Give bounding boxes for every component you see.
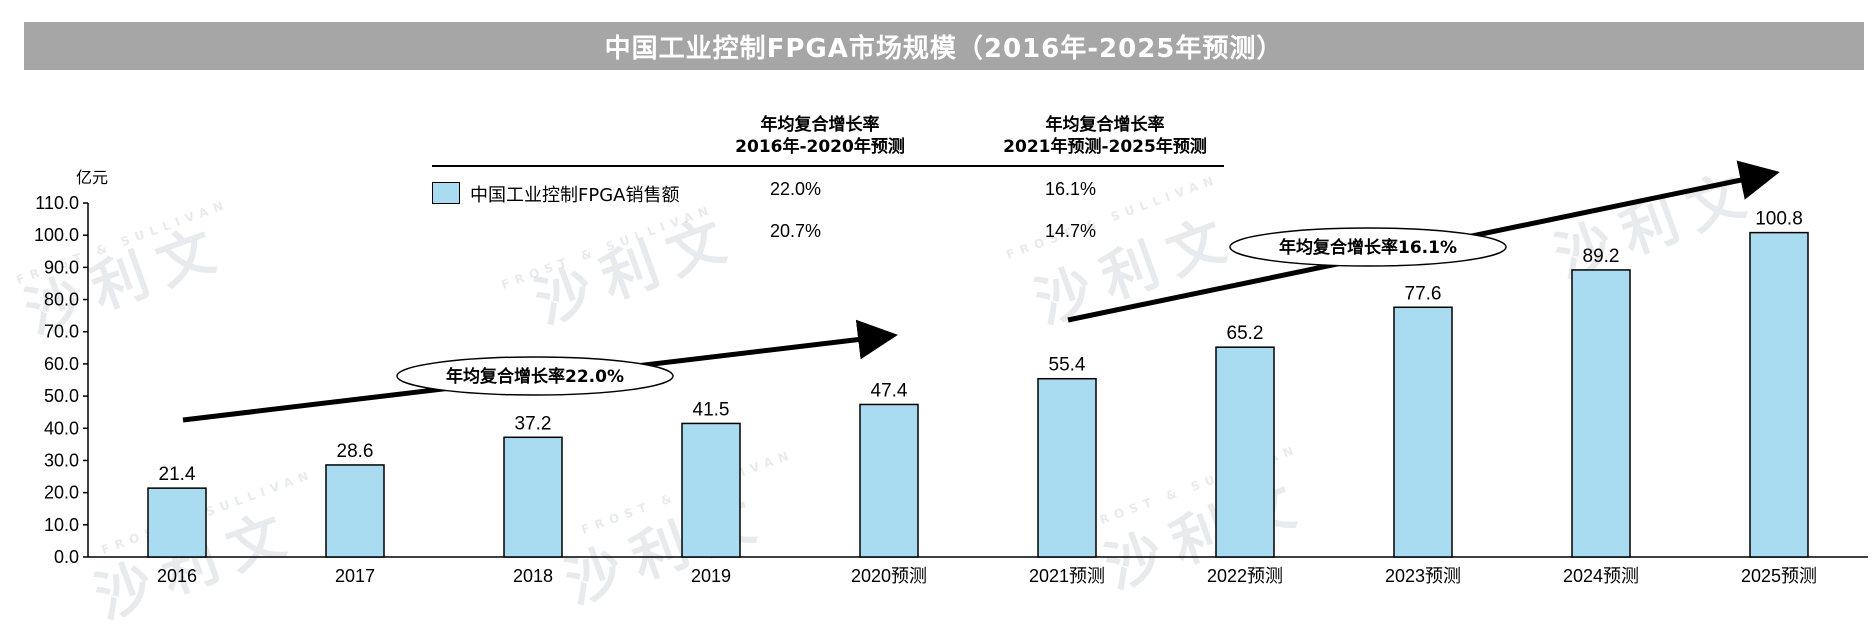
chart-tick-labels: 0.0 10.0 20.0 30.0 40.0 50.0 60.0 70.0 80.0 90.0 1… bbox=[34, 193, 1817, 586]
bar-2016 bbox=[147, 487, 207, 558]
x-tick-label: 2018 bbox=[513, 566, 553, 586]
x-tick-label: 2025预测 bbox=[1741, 566, 1817, 586]
bar-2022预测 bbox=[1215, 346, 1275, 558]
x-tick-label: 2020预测 bbox=[851, 566, 927, 586]
cagr-header-1-line-2: 2016年-2020年预测 bbox=[735, 137, 905, 157]
data-label: 41.5 bbox=[693, 399, 730, 420]
chart-title-bar: 中国工业控制FPGA市场规模（2016年-2025年预测） bbox=[24, 22, 1864, 70]
x-tick-label: 2019 bbox=[691, 566, 731, 586]
x-tick-label: 2021预测 bbox=[1029, 566, 1105, 586]
y-tick-label: 50.0 bbox=[44, 386, 79, 406]
cagr-row1-col1: 22.0% bbox=[770, 179, 822, 199]
data-label: 21.4 bbox=[159, 464, 196, 485]
chart-title: 中国工业控制FPGA市场规模（2016年-2025年预测） bbox=[604, 33, 1284, 64]
chart-bars bbox=[147, 231, 1809, 558]
cagr-table-rule bbox=[432, 165, 1224, 167]
bar-2021预测 bbox=[1037, 377, 1097, 558]
cagr-annotation-2: 年均复合增长率16.1% bbox=[1229, 227, 1507, 267]
x-tick-label: 2024预测 bbox=[1563, 566, 1639, 586]
bar-2020预测 bbox=[859, 403, 919, 558]
cagr-header-1-line-1: 年均复合增长率 bbox=[760, 115, 880, 135]
data-label: 28.6 bbox=[337, 441, 374, 462]
data-label: 77.6 bbox=[1405, 283, 1442, 304]
cagr-annotation-1: 年均复合增长率22.0% bbox=[396, 356, 674, 396]
data-label: 37.2 bbox=[515, 413, 552, 434]
bar-2025预测 bbox=[1749, 231, 1809, 558]
bar-2019 bbox=[681, 422, 741, 558]
cagr-annotation-1-text: 年均复合增长率22.0% bbox=[446, 366, 624, 387]
cagr-header-2-line-2: 2021年预测-2025年预测 bbox=[1003, 137, 1207, 157]
y-tick-label: 90.0 bbox=[44, 257, 79, 277]
y-tick-label: 100.0 bbox=[34, 225, 79, 245]
legend-swatch bbox=[432, 182, 460, 204]
y-tick-label: 40.0 bbox=[44, 418, 79, 438]
cagr-row1-col2: 16.1% bbox=[1045, 179, 1097, 199]
y-tick-label: 60.0 bbox=[44, 354, 79, 374]
bar-2023预测 bbox=[1393, 306, 1453, 558]
y-tick-label: 30.0 bbox=[44, 450, 79, 470]
cagr-header-2-line-1: 年均复合增长率 bbox=[1045, 115, 1165, 135]
cagr-row2-col2: 14.7% bbox=[1045, 221, 1097, 241]
y-tick-label: 110.0 bbox=[35, 193, 79, 213]
x-tick-label: 2023预测 bbox=[1385, 566, 1461, 586]
data-label: 65.2 bbox=[1227, 323, 1264, 344]
bar-2024预测 bbox=[1571, 269, 1631, 558]
cagr-annotation-2-text: 年均复合增长率16.1% bbox=[1279, 237, 1457, 258]
data-label: 100.8 bbox=[1755, 209, 1803, 230]
data-label: 47.4 bbox=[871, 380, 908, 401]
x-tick-label: 2016 bbox=[157, 566, 197, 586]
data-label: 55.4 bbox=[1049, 355, 1086, 376]
y-axis-unit-label: 亿元 bbox=[76, 168, 109, 187]
legend-label: 中国工业控制FPGA销售额 bbox=[470, 185, 680, 206]
y-tick-label: 10.0 bbox=[44, 515, 79, 535]
y-tick-label: 0.0 bbox=[54, 547, 79, 567]
data-label: 89.2 bbox=[1583, 246, 1620, 267]
bar-chart: 21.4 28.6 37.2 41.5 47.4 55.4 65.2 77.6 89.2 100.… bbox=[34, 160, 1868, 586]
x-tick-label: 2022预测 bbox=[1207, 566, 1283, 586]
cagr-header-1: 年均复合增长率 2016年-2020年预测 bbox=[700, 114, 940, 158]
bar-2018 bbox=[503, 436, 563, 558]
bar-2017 bbox=[325, 464, 385, 558]
y-tick-label: 80.0 bbox=[44, 290, 79, 310]
x-tick-label: 2017 bbox=[335, 566, 375, 586]
y-tick-label: 70.0 bbox=[44, 322, 79, 342]
cagr-header-2: 年均复合增长率 2021年预测-2025年预测 bbox=[955, 114, 1255, 158]
cagr-row2-col1: 20.7% bbox=[770, 221, 822, 241]
y-tick-label: 20.0 bbox=[44, 483, 79, 503]
chart-data-labels: 21.4 28.6 37.2 41.5 47.4 55.4 65.2 77.6 89.2 100.… bbox=[159, 209, 1803, 486]
